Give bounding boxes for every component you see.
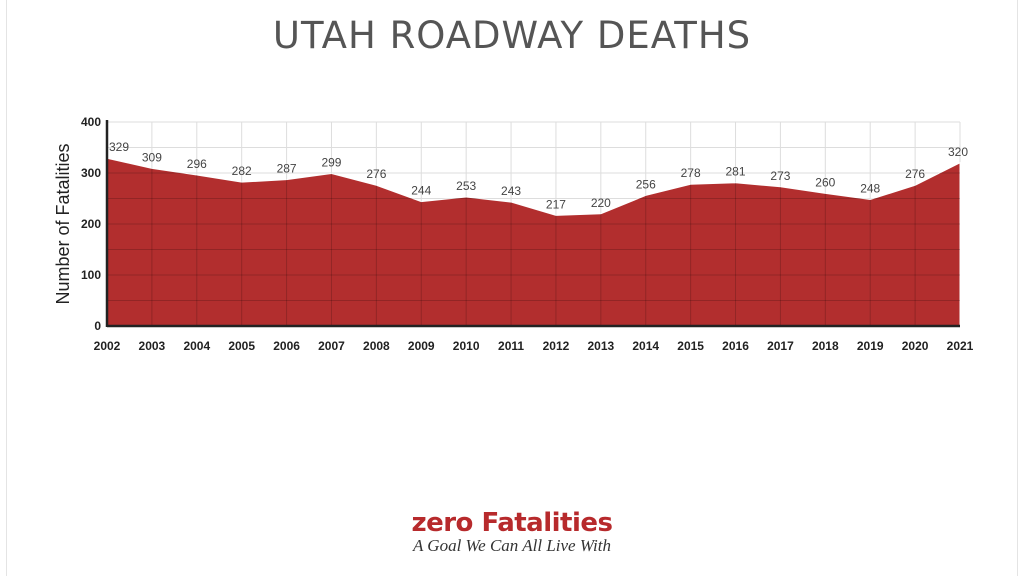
data-label: 220 xyxy=(591,196,611,210)
x-tick-label: 2006 xyxy=(273,339,300,353)
y-tick-label: 100 xyxy=(81,268,101,282)
x-tick-label: 2009 xyxy=(408,339,435,353)
page-frame xyxy=(6,0,1018,576)
data-label: 281 xyxy=(726,165,746,179)
x-tick-label: 2003 xyxy=(139,339,166,353)
y-tick-label: 200 xyxy=(81,217,101,231)
x-tick-label: 2021 xyxy=(947,339,974,353)
data-label: 248 xyxy=(860,182,880,196)
x-tick-label: 2007 xyxy=(318,339,345,353)
x-tick-label: 2019 xyxy=(857,339,884,353)
x-tick-label: 2012 xyxy=(543,339,570,353)
data-label: 273 xyxy=(770,169,790,183)
x-tick-label: 2011 xyxy=(498,339,524,353)
data-label: 309 xyxy=(142,150,162,164)
data-label: 256 xyxy=(636,177,656,191)
data-label: 276 xyxy=(366,167,386,181)
logo-tagline: A Goal We Can All Live With xyxy=(412,536,612,555)
x-tick-label: 2008 xyxy=(363,339,390,353)
x-tick-label: 2017 xyxy=(767,339,794,353)
x-tick-label: 2002 xyxy=(94,339,121,353)
logo-text: zero Fatalities xyxy=(411,508,613,538)
area-series xyxy=(106,157,961,327)
data-label: 329 xyxy=(109,140,129,154)
data-label: 260 xyxy=(815,175,835,189)
x-tick-label: 2004 xyxy=(183,339,210,353)
zero-fatalities-logo: zero Fatalities A Goal We Can All Live W… xyxy=(0,508,1024,556)
y-tick-label: 0 xyxy=(94,319,101,333)
data-label: 243 xyxy=(501,184,521,198)
x-tick-label: 2016 xyxy=(722,339,749,353)
data-label: 320 xyxy=(948,145,968,159)
y-tick-label: 300 xyxy=(81,166,101,180)
data-label: 217 xyxy=(546,197,566,211)
x-tick-label: 2020 xyxy=(902,339,929,353)
data-label: 296 xyxy=(187,157,207,171)
x-tick-label: 2010 xyxy=(453,339,480,353)
x-tick-label: 2014 xyxy=(632,339,659,353)
data-label: 244 xyxy=(411,184,431,198)
data-label: 278 xyxy=(681,166,701,180)
x-tick-label: 2013 xyxy=(587,339,614,353)
y-axis-label: Number of Fatalities xyxy=(53,143,73,304)
data-label: 299 xyxy=(321,156,341,170)
data-label: 253 xyxy=(456,179,476,193)
chart-title: UTAH ROADWAY DEATHS xyxy=(272,14,752,57)
y-tick-label: 400 xyxy=(81,115,101,129)
x-tick-label: 2015 xyxy=(677,339,704,353)
data-label: 287 xyxy=(277,162,297,176)
x-tick-label: 2005 xyxy=(228,339,255,353)
data-label: 282 xyxy=(232,164,252,178)
data-label: 276 xyxy=(905,167,925,181)
x-tick-label: 2018 xyxy=(812,339,839,353)
